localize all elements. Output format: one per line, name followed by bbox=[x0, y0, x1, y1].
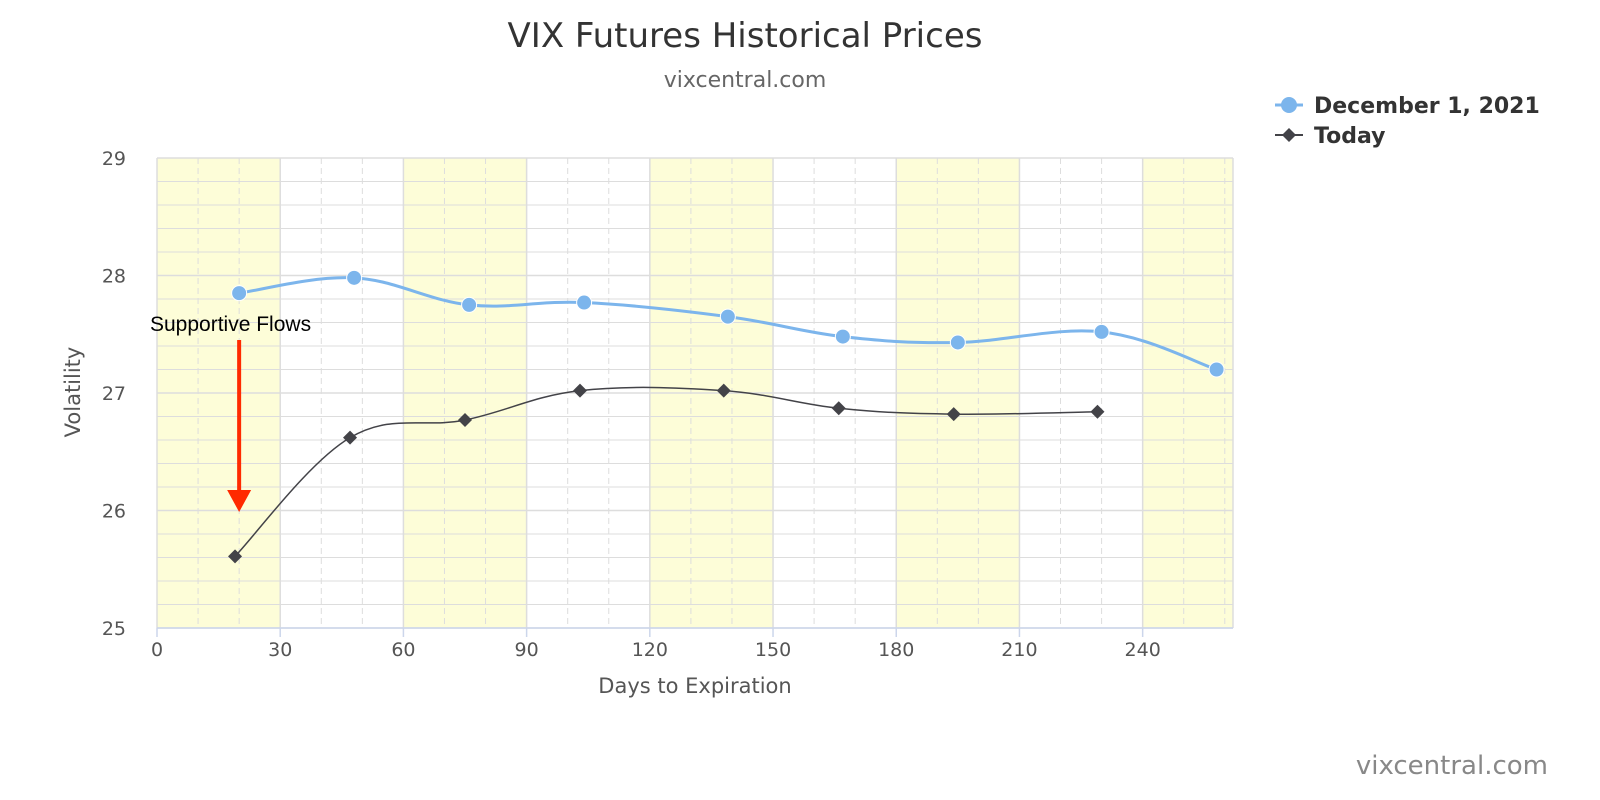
y-tick-label: 27 bbox=[102, 383, 126, 405]
y-tick-label: 29 bbox=[102, 148, 126, 170]
chart-title: VIX Futures Historical Prices bbox=[508, 16, 983, 56]
data-point-today[interactable] bbox=[716, 383, 731, 398]
legend: December 1, 2021 Today bbox=[1275, 94, 1540, 149]
data-point-december-1-2021[interactable] bbox=[346, 269, 363, 286]
annotation-label: Supportive Flows bbox=[150, 313, 311, 336]
data-point-december-1-2021[interactable] bbox=[576, 294, 593, 311]
x-tick-label: 60 bbox=[391, 639, 415, 661]
y-axis-ticks: 25 26 27 28 29 bbox=[102, 148, 126, 640]
x-tick-label: 90 bbox=[515, 639, 539, 661]
data-point-today[interactable] bbox=[946, 407, 961, 422]
x-tick-label: 240 bbox=[1125, 639, 1161, 661]
y-tick-label: 25 bbox=[102, 618, 126, 640]
legend-label-december-1-2021: December 1, 2021 bbox=[1314, 94, 1540, 119]
y-tick-label: 26 bbox=[102, 501, 126, 523]
x-tick-label: 150 bbox=[755, 639, 791, 661]
data-point-today[interactable] bbox=[831, 401, 846, 416]
x-axis-title: Days to Expiration bbox=[598, 674, 791, 698]
annotation: Supportive Flows bbox=[150, 313, 311, 512]
legend-diamond-marker bbox=[1282, 128, 1296, 142]
x-tick-label: 0 bbox=[151, 639, 163, 661]
data-point-today[interactable] bbox=[458, 413, 473, 428]
grid-lines bbox=[156, 157, 1234, 629]
data-point-today[interactable] bbox=[228, 549, 243, 564]
legend-circle-marker bbox=[1281, 97, 1297, 113]
data-point-december-1-2021[interactable] bbox=[719, 308, 736, 325]
x-tick-label: 30 bbox=[268, 639, 292, 661]
y-tick-label: 28 bbox=[102, 266, 126, 288]
x-axis-ticks: 0 30 60 90 120 150 180 210 240 bbox=[151, 628, 1161, 661]
data-point-december-1-2021[interactable] bbox=[461, 296, 478, 313]
legend-label-today: Today bbox=[1314, 124, 1385, 149]
data-point-today[interactable] bbox=[1090, 404, 1105, 419]
x-tick-label: 180 bbox=[878, 639, 914, 661]
annotation-arrow-head bbox=[227, 490, 252, 512]
data-point-december-1-2021[interactable] bbox=[834, 328, 851, 345]
credit-label[interactable]: vixcentral.com bbox=[1356, 751, 1548, 781]
legend-item-today[interactable]: Today bbox=[1275, 124, 1385, 149]
data-point-december-1-2021[interactable] bbox=[949, 334, 966, 351]
data-point-december-1-2021[interactable] bbox=[231, 285, 248, 302]
data-point-today[interactable] bbox=[343, 430, 358, 445]
data-point-december-1-2021[interactable] bbox=[1093, 323, 1110, 340]
legend-item-december-1-2021[interactable]: December 1, 2021 bbox=[1275, 94, 1540, 119]
chart-subtitle: vixcentral.com bbox=[664, 68, 827, 93]
x-tick-label: 120 bbox=[632, 639, 668, 661]
series-markers bbox=[228, 269, 1225, 564]
data-point-december-1-2021[interactable] bbox=[1208, 361, 1225, 378]
x-tick-label: 210 bbox=[1001, 639, 1037, 661]
y-axis-title: Volatility bbox=[61, 347, 85, 438]
data-point-today[interactable] bbox=[573, 383, 588, 398]
